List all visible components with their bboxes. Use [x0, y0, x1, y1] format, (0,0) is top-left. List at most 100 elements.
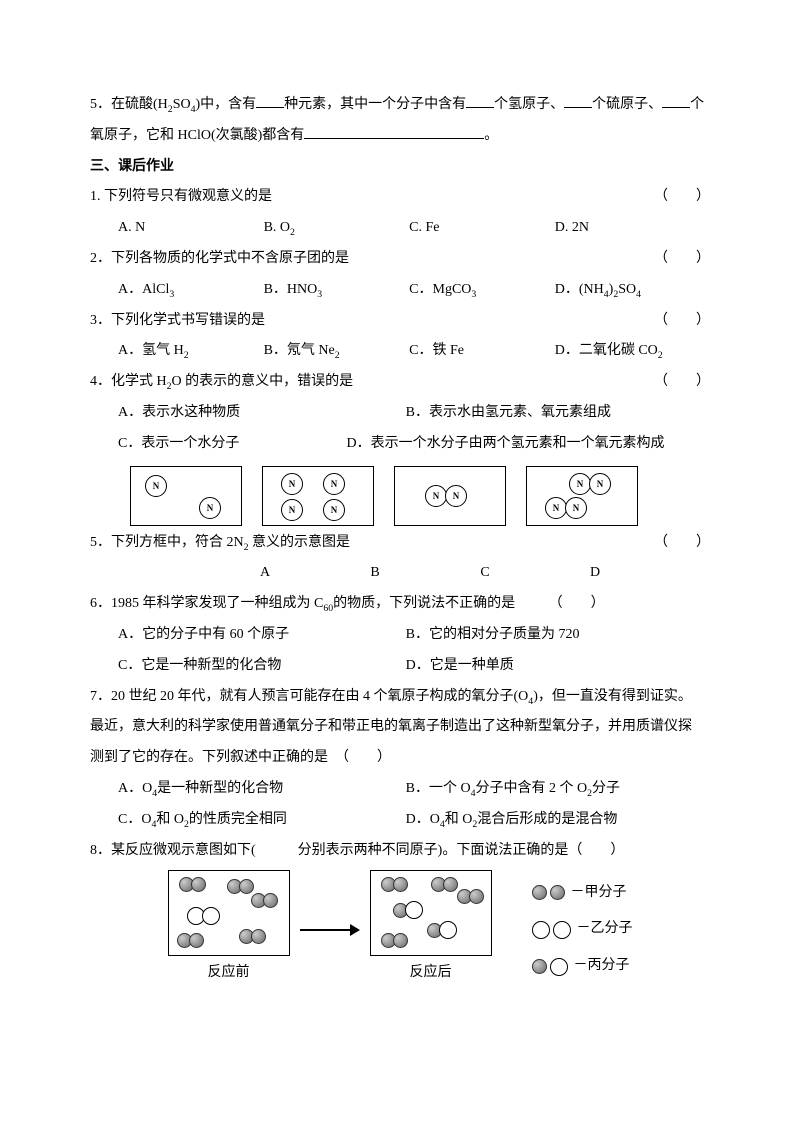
q5-label-b: B: [320, 558, 430, 589]
q7-opt-c[interactable]: C．O4和 O2的性质完全相同: [118, 805, 402, 836]
q5-box-d[interactable]: N N N N: [526, 466, 638, 526]
q4-options-row2: C．表示一个水分子 D．表示一个水分子由两个氢元素和一个氧元素构成: [90, 429, 710, 460]
q8-legend: －甲分子 －乙分子 －丙分子: [532, 878, 633, 982]
answer-paren[interactable]: （ ）: [654, 182, 710, 213]
q4-opt-d[interactable]: D．表示一个水分子由两个氢元素和一个氧元素构成: [346, 429, 664, 460]
q1-opt-a[interactable]: A. N: [118, 213, 260, 244]
q5-label-c: C: [430, 558, 540, 589]
blank[interactable]: [564, 93, 592, 108]
bing-molecule-icon: [393, 901, 423, 919]
jia-molecule-icon: [251, 893, 278, 908]
sub: 4: [636, 289, 641, 300]
txt: 混合后形成的是混合物: [477, 812, 617, 827]
sub: 3: [169, 289, 174, 300]
answer-paren[interactable]: （ ）: [549, 596, 605, 611]
q2-opt-d[interactable]: D．(NH4)2SO4: [555, 275, 697, 306]
white-atom-icon: [550, 958, 568, 976]
jia-molecule-icon: [457, 889, 484, 904]
q1-stem: 1. 下列符号只有微观意义的是 （ ）: [90, 182, 710, 213]
q5-diagram-row: N N N N N N N N N N N N: [90, 466, 710, 526]
q3-options: A．氢气 H2 B．氖气 Ne2 C．铁 Fe D．二氧化碳 CO2: [90, 336, 710, 367]
q6-opt-d[interactable]: D．它是一种单质: [406, 651, 690, 682]
txt: 4．化学式 H: [90, 374, 167, 389]
q2-opt-b[interactable]: B．HNO3: [264, 275, 406, 306]
q8-stem: 8．某反应微观示意图如下( 分别表示两种不同原子)。下面说法正确的是（ ）: [90, 836, 710, 867]
q4-opt-c[interactable]: C．表示一个水分子: [118, 429, 343, 460]
atom-icon: N: [589, 473, 611, 495]
q2-options: A．AlCl3 B．HNO3 C．MgCO3 D．(NH4)2SO4: [90, 275, 710, 306]
txt: 个氢原子、: [494, 97, 564, 112]
q2-opt-a[interactable]: A．AlCl3: [118, 275, 260, 306]
txt: 6．1985 年科学家发现了一种组成为 C: [90, 596, 323, 611]
txt: 的性质完全相同: [189, 812, 287, 827]
white-atom-icon: [532, 921, 550, 939]
atom-icon: N: [565, 497, 587, 519]
q8-after-col: 反应后: [370, 870, 492, 989]
answer-paren[interactable]: （ ）: [654, 244, 710, 275]
q5-label-a: A: [210, 558, 320, 589]
molecule-icon: N N: [545, 497, 587, 519]
q5-label-row: A B C D: [90, 558, 710, 589]
bing-molecule-icon: [427, 921, 457, 939]
txt: 分子中含有 2 个 O: [476, 781, 588, 796]
q1-opt-b[interactable]: B. O2: [264, 213, 406, 244]
q3-opt-a[interactable]: A．氢气 H2: [118, 336, 260, 367]
q6-opt-b[interactable]: B．它的相对分子质量为 720: [406, 620, 690, 651]
answer-paren[interactable]: （ ）: [654, 367, 710, 398]
q7-line3: 测到了它的存在。下列叙述中正确的是 （ ）: [90, 743, 710, 774]
txt: C．O: [118, 812, 151, 827]
q7-options-row2: C．O4和 O2的性质完全相同 D．O4和 O2混合后形成的是混合物: [90, 805, 710, 836]
answer-paren[interactable]: （ ）: [654, 306, 710, 337]
q8-after-box: [370, 870, 492, 956]
molecule-icon: N N: [569, 473, 611, 495]
q7-opt-a[interactable]: A．O4是一种新型的化合物: [118, 774, 402, 805]
q3-opt-d[interactable]: D．二氧化碳 CO2: [555, 336, 697, 367]
answer-paren[interactable]: （ ）: [654, 528, 710, 559]
blank[interactable]: [466, 93, 494, 108]
txt: A．氢气 H: [118, 343, 184, 358]
sub: 2: [184, 350, 189, 361]
q6-opt-a[interactable]: A．它的分子中有 60 个原子: [118, 620, 402, 651]
q6-opt-c[interactable]: C．它是一种新型的化合物: [118, 651, 402, 682]
q7-opt-b[interactable]: B．一个 O4分子中含有 2 个 O2分子: [406, 774, 690, 805]
q7-opt-d[interactable]: D．O4和 O2混合后形成的是混合物: [406, 805, 690, 836]
molecule-icon: N N: [425, 485, 467, 507]
txt: B. O: [264, 220, 290, 235]
sub: 2: [290, 227, 295, 238]
legend-bing: －丙分子: [532, 951, 633, 982]
txt: 7．20 世纪 20 年代，就有人预言可能存在由 4 个氧原子构成的氧分子(O: [90, 689, 528, 704]
txt: A．AlCl: [118, 282, 169, 297]
sub: 3: [471, 289, 476, 300]
jia-molecule-icon: [227, 879, 254, 894]
q4-opt-b[interactable]: B．表示水由氢元素、氧元素组成: [406, 398, 690, 429]
txt: O 的表示的意义中，错误的是: [172, 374, 354, 389]
sub: 60: [323, 603, 333, 614]
q2-opt-c[interactable]: C．MgCO3: [409, 275, 551, 306]
txt: 。: [484, 128, 498, 143]
q2-stem: 2．下列各物质的化学式中不含原子团的是 （ ）: [90, 244, 710, 275]
q4-opt-a[interactable]: A．表示水这种物质: [118, 398, 402, 429]
jia-molecule-icon: [177, 933, 204, 948]
q1-opt-c[interactable]: C. Fe: [409, 213, 551, 244]
q5-box-a[interactable]: N N: [130, 466, 242, 526]
blank[interactable]: [304, 124, 484, 139]
q6-options-row2: C．它是一种新型的化合物 D．它是一种单质: [90, 651, 710, 682]
blank[interactable]: [256, 93, 284, 108]
atom-icon: N: [569, 473, 591, 495]
legend-label: －丙分子: [574, 951, 630, 982]
section-title: 三、课后作业: [90, 152, 710, 183]
q7-options-row1: A．O4是一种新型的化合物 B．一个 O4分子中含有 2 个 O2分子: [90, 774, 710, 805]
txt: B．一个 O: [406, 781, 471, 796]
q7-line2: 最近，意大利的科学家使用普通氧分子和带正电的氧离子制造出了这种新型氧分子，并用质…: [90, 712, 710, 743]
q3-opt-c[interactable]: C．铁 Fe: [409, 336, 551, 367]
q1-opt-d[interactable]: D. 2N: [555, 213, 697, 244]
q8-before-box: [168, 870, 290, 956]
txt: 分子: [592, 781, 620, 796]
q6-stem: 6．1985 年科学家发现了一种组成为 C60的物质，下列说法不正确的是 （ ）: [90, 589, 710, 620]
txt: A．O: [118, 781, 152, 796]
q4-options-row1: A．表示水这种物质 B．表示水由氢元素、氧元素组成: [90, 398, 710, 429]
q3-opt-b[interactable]: B．氖气 Ne2: [264, 336, 406, 367]
q5-box-b[interactable]: N N N N: [262, 466, 374, 526]
blank[interactable]: [662, 93, 690, 108]
q5-box-c[interactable]: N N: [394, 466, 506, 526]
